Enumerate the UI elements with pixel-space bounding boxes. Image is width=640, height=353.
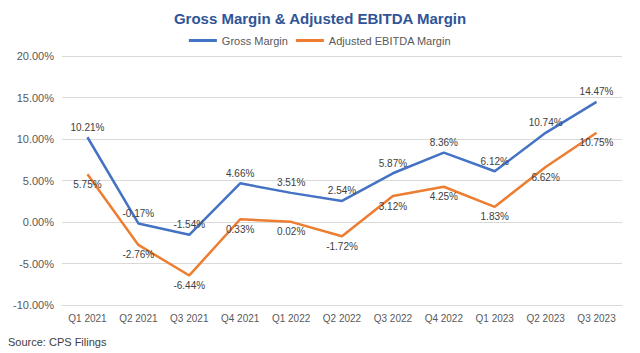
svg-text:14.47%: 14.47%	[580, 86, 614, 97]
svg-text:Q2 2023: Q2 2023	[526, 313, 565, 324]
svg-text:Gross Margin: Gross Margin	[222, 35, 288, 47]
svg-text:6.62%: 6.62%	[531, 172, 559, 183]
svg-text:10.75%: 10.75%	[580, 137, 614, 148]
svg-text:-2.76%: -2.76%	[123, 249, 155, 260]
svg-text:4.25%: 4.25%	[430, 191, 458, 202]
svg-text:Adjusted EBITDA Margin: Adjusted EBITDA Margin	[329, 35, 451, 47]
svg-text:Q4 2021: Q4 2021	[221, 313, 260, 324]
svg-text:-10.00%: -10.00%	[13, 299, 54, 311]
svg-text:Gross Margin & Adjusted EBITDA: Gross Margin & Adjusted EBITDA Margin	[174, 10, 466, 27]
svg-text:-6.44%: -6.44%	[173, 280, 205, 291]
svg-text:3.51%: 3.51%	[277, 177, 305, 188]
svg-text:Q3 2023: Q3 2023	[577, 313, 616, 324]
svg-text:5.87%: 5.87%	[379, 158, 407, 169]
svg-text:1.83%: 1.83%	[481, 211, 509, 222]
svg-text:-0.17%: -0.17%	[123, 208, 155, 219]
svg-text:Q3 2022: Q3 2022	[374, 313, 413, 324]
svg-text:Q1 2021: Q1 2021	[68, 313, 107, 324]
svg-text:Q1 2023: Q1 2023	[476, 313, 515, 324]
svg-text:-5.00%: -5.00%	[19, 258, 54, 270]
svg-text:10.21%: 10.21%	[70, 122, 104, 133]
svg-text:20.00%: 20.00%	[17, 50, 55, 62]
svg-text:0.02%: 0.02%	[277, 226, 305, 237]
svg-text:Q3 2021: Q3 2021	[170, 313, 209, 324]
svg-text:2.54%: 2.54%	[328, 185, 356, 196]
svg-text:-1.72%: -1.72%	[326, 241, 358, 252]
svg-text:0.00%: 0.00%	[23, 216, 54, 228]
svg-text:Q2 2021: Q2 2021	[119, 313, 158, 324]
svg-text:Q4 2022: Q4 2022	[425, 313, 464, 324]
svg-text:15.00%: 15.00%	[17, 92, 55, 104]
svg-text:-1.54%: -1.54%	[173, 219, 205, 230]
svg-text:4.66%: 4.66%	[226, 168, 254, 179]
svg-text:Q1 2022: Q1 2022	[272, 313, 311, 324]
svg-text:0.33%: 0.33%	[226, 224, 254, 235]
svg-text:Source: CPS Filings: Source: CPS Filings	[8, 336, 107, 348]
svg-text:5.75%: 5.75%	[73, 179, 101, 190]
svg-text:3.12%: 3.12%	[379, 201, 407, 212]
svg-text:10.74%: 10.74%	[529, 117, 563, 128]
svg-text:6.12%: 6.12%	[481, 156, 509, 167]
svg-text:10.00%: 10.00%	[17, 133, 55, 145]
svg-text:Q2 2022: Q2 2022	[323, 313, 362, 324]
svg-text:8.36%: 8.36%	[430, 137, 458, 148]
svg-text:5.00%: 5.00%	[23, 175, 54, 187]
